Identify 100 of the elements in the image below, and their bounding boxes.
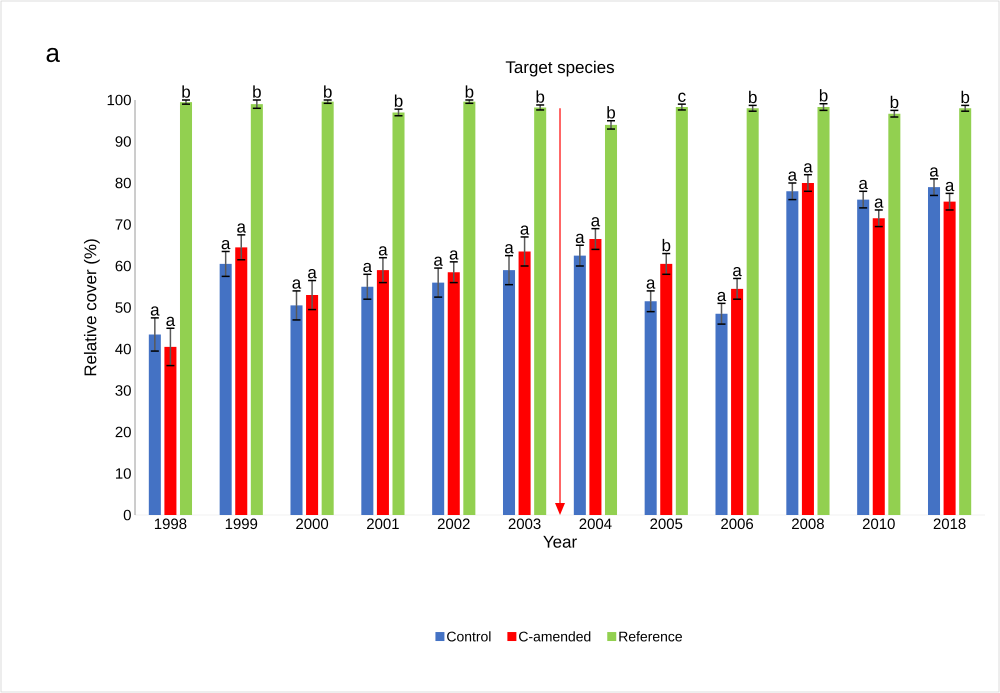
- data-label: a: [166, 316, 176, 326]
- bar: [180, 102, 192, 515]
- data-label: a: [308, 269, 317, 278]
- y-tick-label: 40: [115, 344, 131, 354]
- data-label: a: [576, 234, 585, 244]
- bar: [888, 114, 900, 515]
- data-label: b: [182, 85, 190, 98]
- y-tick-label: 30: [115, 385, 131, 396]
- bar: [589, 239, 602, 515]
- x-tick-label: 2002: [438, 518, 470, 530]
- bar: [676, 107, 688, 515]
- y-axis-title: Relative cover (%): [84, 239, 100, 376]
- data-label: b: [394, 94, 402, 107]
- bar: [786, 191, 798, 515]
- data-label: a: [520, 225, 530, 235]
- bar: [644, 301, 657, 515]
- data-label: b: [662, 238, 670, 252]
- x-tick-label: 2001: [367, 518, 399, 530]
- bar: [574, 256, 586, 515]
- data-label: a: [788, 172, 798, 181]
- y-tick-label: 50: [115, 302, 131, 313]
- data-label: a: [591, 217, 600, 226]
- x-tick-label: 2006: [721, 518, 754, 530]
- bar: [518, 251, 531, 515]
- bar: [448, 272, 460, 515]
- bar: [164, 346, 176, 515]
- bar: [220, 264, 232, 515]
- data-label: b: [962, 90, 970, 104]
- data-label: a: [505, 244, 514, 254]
- data-label: a: [946, 182, 954, 192]
- data-label: a: [646, 279, 656, 289]
- bar: [534, 107, 546, 515]
- bar: [802, 182, 814, 515]
- bar: [944, 202, 956, 515]
- x-tick-label: 1998: [154, 518, 186, 530]
- data-label: b: [890, 96, 898, 108]
- data-label: c: [678, 92, 686, 102]
- data-label: a: [874, 198, 884, 208]
- x-tick-label: 1999: [226, 518, 258, 530]
- data-label: a: [150, 306, 160, 316]
- bar: [322, 102, 334, 515]
- y-tick-label: 0: [124, 510, 131, 520]
- bar: [463, 102, 476, 515]
- bar: [148, 334, 161, 515]
- bar: [502, 270, 516, 515]
- y-tick-label: 60: [116, 260, 131, 272]
- data-label: a: [804, 163, 813, 172]
- data-label: b: [749, 90, 757, 104]
- y-tick-label: 10: [116, 468, 131, 479]
- bar: [817, 107, 830, 515]
- x-tick-label: 2018: [934, 518, 966, 530]
- chart-title: Target species: [506, 60, 614, 76]
- data-label: a: [222, 240, 230, 250]
- x-tick-label: 2004: [580, 518, 612, 530]
- x-tick-label: 2005: [650, 518, 682, 530]
- y-tick-label: 90: [116, 136, 131, 147]
- x-axis-title: Year: [543, 536, 577, 548]
- y-tick-label: 70: [116, 219, 131, 230]
- data-label: a: [718, 292, 726, 302]
- data-label: b: [820, 89, 828, 102]
- data-label: a: [733, 266, 742, 276]
- data-label: a: [237, 223, 246, 233]
- y-tick-label: 80: [116, 178, 131, 188]
- bar: [432, 282, 444, 515]
- text: a: [46, 48, 60, 62]
- legend-label: Reference: [619, 631, 682, 642]
- bar: [746, 108, 759, 515]
- data-label: a: [859, 180, 868, 190]
- y-tick-label: 20: [116, 426, 131, 438]
- bar: [290, 305, 303, 515]
- legend-label: Control: [447, 631, 490, 642]
- bar: [361, 286, 374, 515]
- bar: [660, 264, 672, 515]
- bar: [928, 187, 940, 515]
- x-tick-label: 2010: [862, 518, 895, 530]
- data-label: b: [607, 106, 615, 119]
- bar: [959, 108, 972, 515]
- bar: [376, 270, 389, 515]
- x-tick-label: 2003: [508, 518, 541, 530]
- bar: [306, 295, 318, 515]
- bar: [604, 124, 618, 515]
- data-label: a: [434, 256, 443, 266]
- bar: [872, 218, 885, 515]
- bar: [235, 247, 248, 515]
- bar: [250, 104, 263, 515]
- bar: [731, 288, 744, 515]
- data-label: b: [253, 85, 261, 98]
- data-label: a: [292, 279, 302, 289]
- bar: [857, 200, 870, 515]
- x-tick-label: 2008: [792, 518, 824, 530]
- bar: [392, 112, 405, 515]
- y-tick-label: 100: [108, 94, 131, 106]
- data-label: a: [450, 250, 458, 260]
- x-tick-label: 2000: [296, 518, 328, 530]
- data-label: a: [930, 167, 939, 177]
- data-label: b: [466, 85, 474, 98]
- data-label: a: [363, 262, 372, 272]
- bar: [715, 314, 728, 515]
- data-label: b: [536, 90, 544, 103]
- data-label: b: [324, 85, 332, 98]
